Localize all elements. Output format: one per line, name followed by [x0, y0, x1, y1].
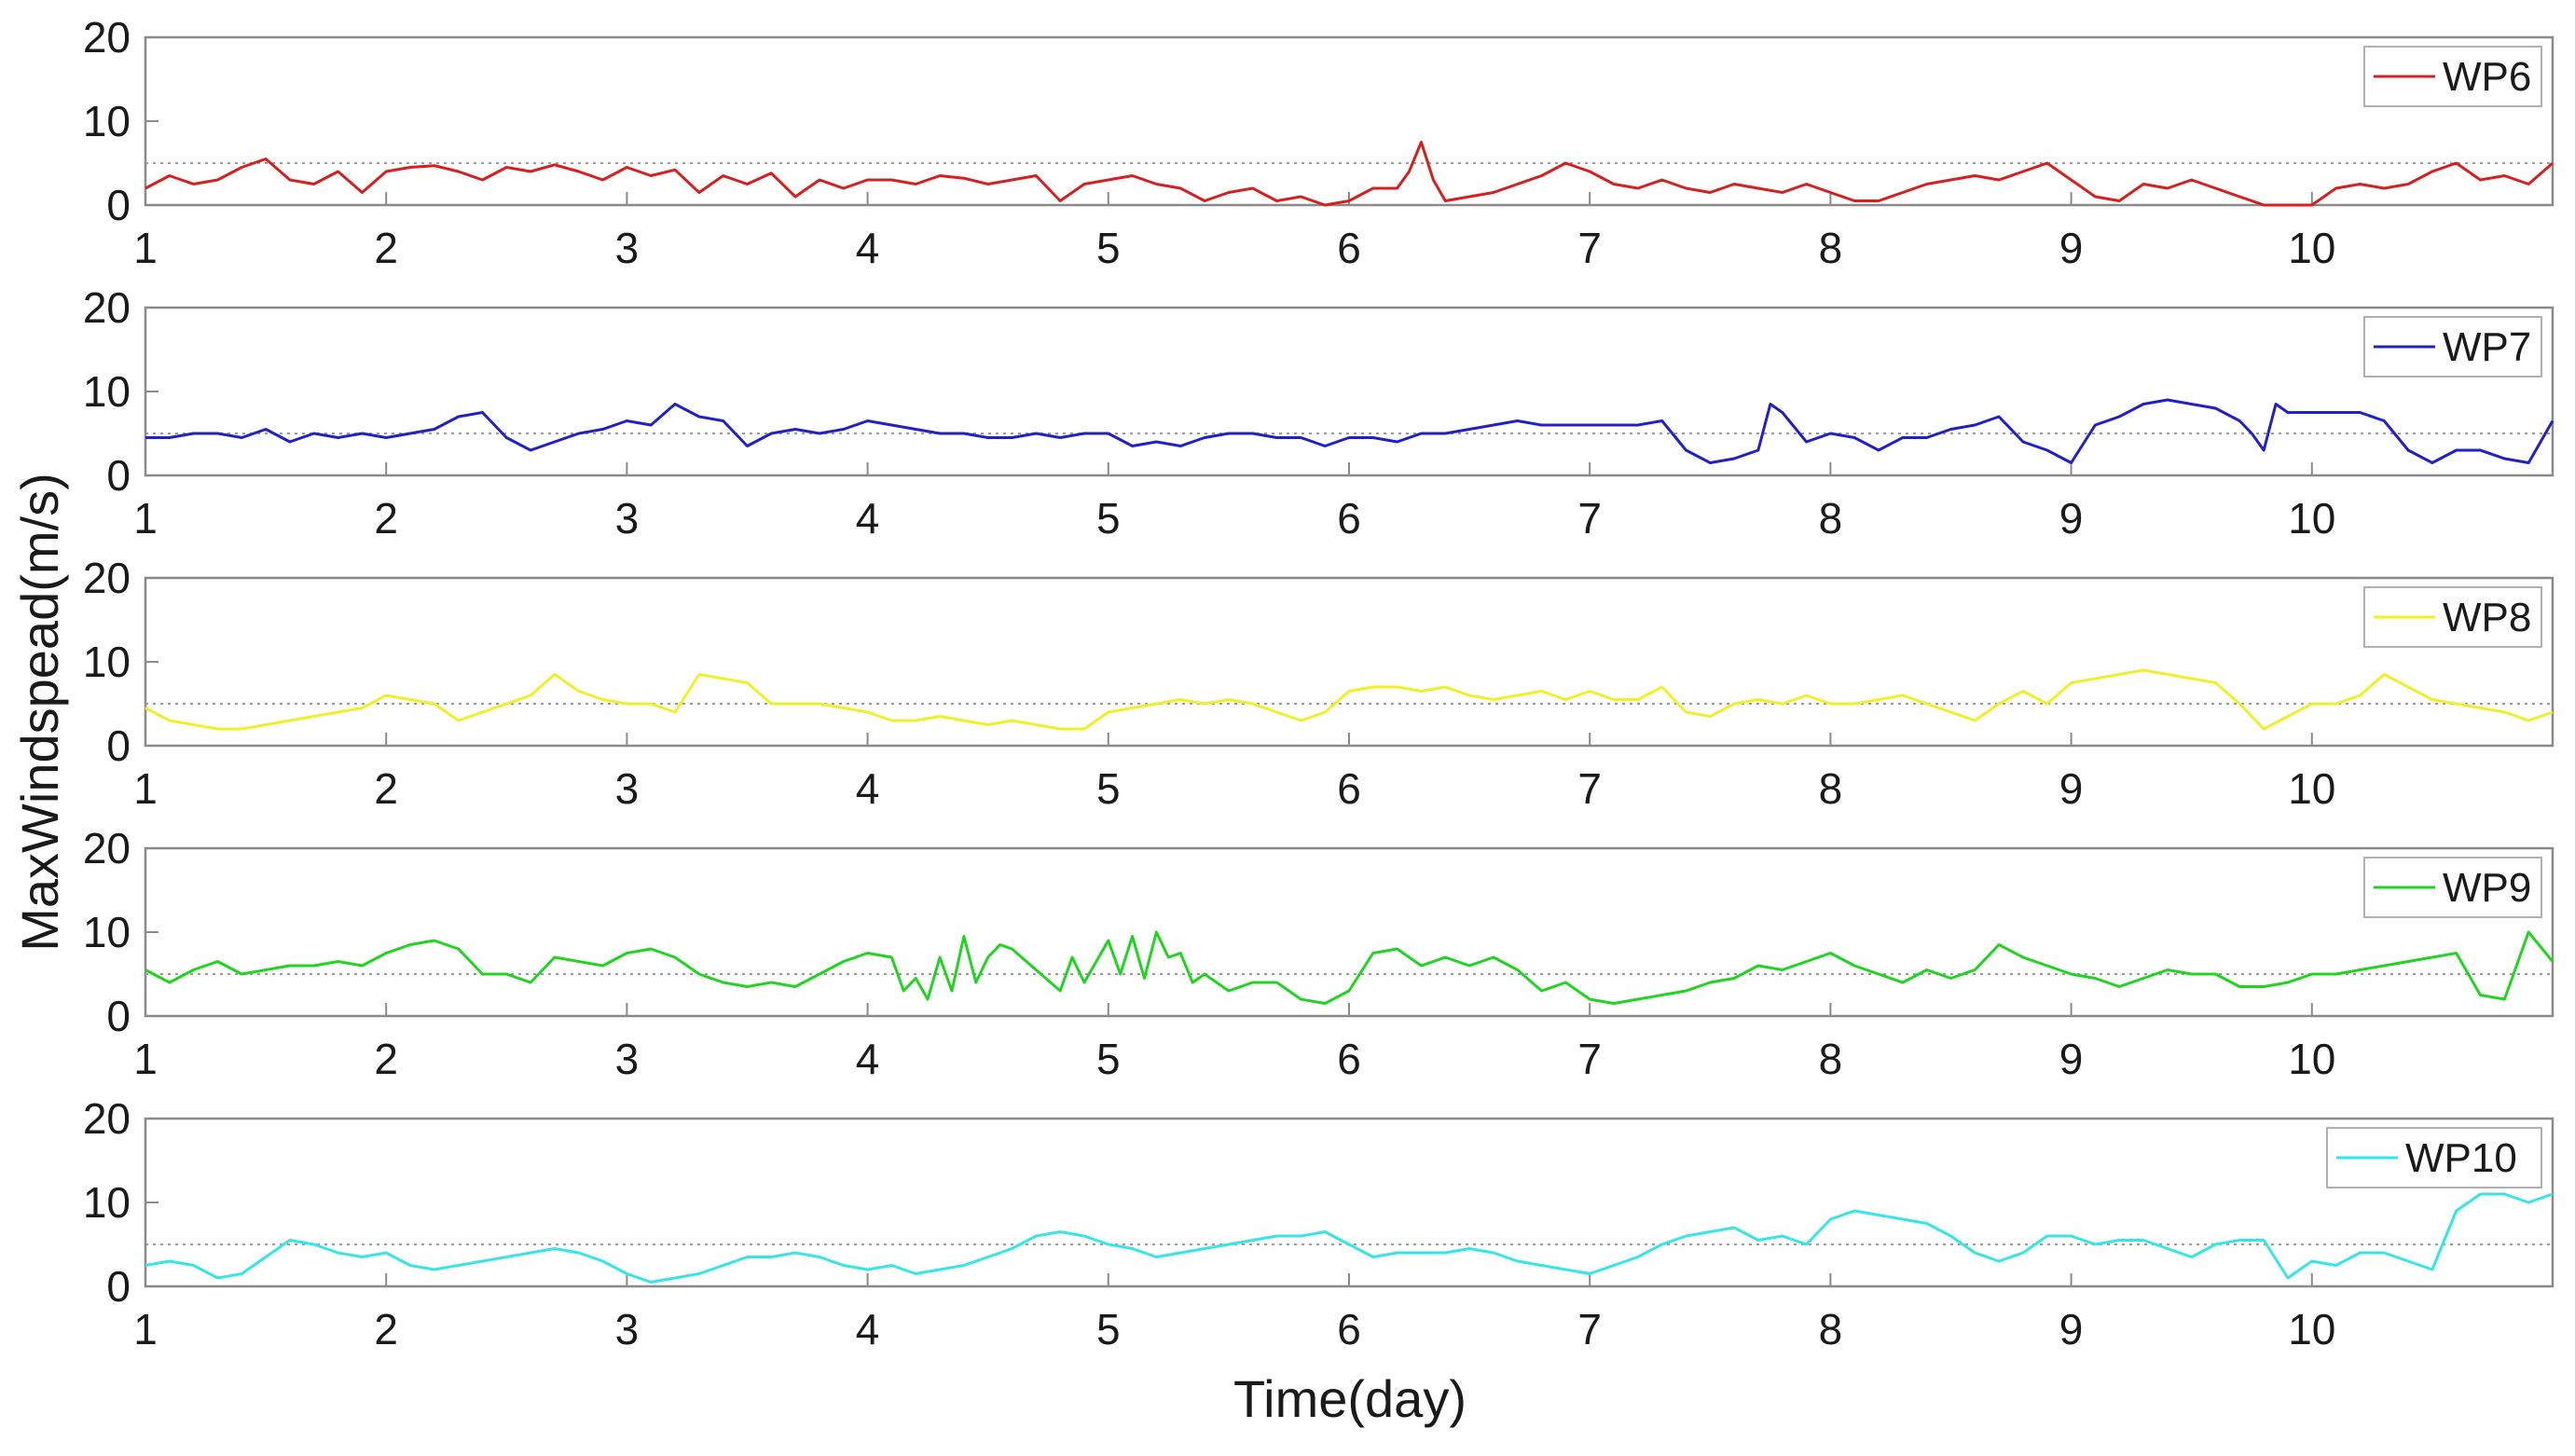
x-tick-label: 1 — [133, 1035, 158, 1083]
y-tick-label: 20 — [83, 13, 131, 62]
axes-box-wp7 — [144, 306, 2554, 477]
x-tick-label: 5 — [1096, 494, 1121, 543]
x-tick-label: 3 — [615, 1305, 640, 1353]
x-tick-label: 8 — [1819, 1035, 1843, 1083]
x-tick-label: 6 — [1337, 224, 1361, 272]
x-tick-label: 10 — [2288, 1305, 2335, 1353]
axes-box-wp6 — [144, 35, 2554, 207]
y-tick-label: 0 — [106, 992, 131, 1040]
y-tick-label: 0 — [106, 721, 131, 770]
x-tick-label: 9 — [2059, 764, 2084, 813]
x-tick-label: 9 — [2059, 1305, 2084, 1353]
x-tick-label: 6 — [1337, 1305, 1361, 1353]
x-tick-label: 10 — [2288, 494, 2335, 543]
legend-wp6: WP6 — [2363, 46, 2542, 107]
x-tick-label: 2 — [374, 1035, 398, 1083]
x-tick-label: 5 — [1096, 1305, 1121, 1353]
legend-wp8: WP8 — [2363, 586, 2542, 648]
axes-box-wp9 — [144, 846, 2554, 1018]
legend-label: WP7 — [2443, 324, 2531, 370]
x-tick-label: 8 — [1819, 764, 1843, 813]
series-line-wp6 — [145, 141, 2554, 207]
y-tick-label: 10 — [83, 1178, 131, 1227]
x-tick-label: 3 — [615, 1035, 640, 1083]
x-tick-label: 1 — [133, 224, 158, 272]
x-tick-label: 6 — [1337, 494, 1361, 543]
x-tick-label: 5 — [1096, 764, 1121, 813]
x-tick-label: 7 — [1577, 1035, 1602, 1083]
y-tick-label: 10 — [83, 367, 131, 416]
x-tick-label: 1 — [133, 1305, 158, 1353]
y-tick-label: 10 — [83, 638, 131, 686]
x-tick-label: 7 — [1577, 764, 1602, 813]
x-tick-label: 8 — [1819, 224, 1843, 272]
panel-wp8: 0 10 20 1 2 3 4 5 6 7 8 9 10 WP8 — [83, 554, 2554, 813]
legend-wp10: WP10 — [2326, 1127, 2542, 1188]
panel-wp9: 0 10 20 1 2 3 4 5 6 7 8 9 10 WP9 — [83, 824, 2554, 1083]
legend-label: WP9 — [2443, 865, 2531, 911]
y-tick-label: 20 — [83, 283, 131, 332]
series-line-wp10 — [145, 1192, 2554, 1284]
x-tick-label: 2 — [374, 764, 398, 813]
x-axis-title: Time(day) — [1233, 1369, 1467, 1428]
x-tick-label: 3 — [615, 764, 640, 813]
x-tick-label: 5 — [1096, 1035, 1121, 1083]
x-tick-label: 3 — [615, 494, 640, 543]
x-tick-label: 5 — [1096, 224, 1121, 272]
x-tick-label: 6 — [1337, 764, 1361, 813]
y-axis-title: MaxWindspead(m/s) — [10, 473, 69, 951]
legend-label: WP6 — [2443, 54, 2531, 100]
x-tick-label: 8 — [1819, 494, 1843, 543]
x-tick-label: 9 — [2059, 1035, 2084, 1083]
x-tick-label: 1 — [133, 494, 158, 543]
legend-box — [2363, 586, 2542, 648]
x-tick-label: 3 — [615, 224, 640, 272]
x-tick-label: 8 — [1819, 1305, 1843, 1353]
y-tick-label: 20 — [83, 554, 131, 602]
x-tick-label: 1 — [133, 764, 158, 813]
panel-wp10: 0 10 20 1 2 3 4 5 6 7 8 9 10 WP10 — [83, 1094, 2554, 1353]
x-tick-label: 7 — [1577, 494, 1602, 543]
series-line-wp7 — [145, 398, 2554, 464]
axes-box-wp10 — [144, 1117, 2554, 1288]
x-tick-label: 6 — [1337, 1035, 1361, 1083]
x-tick-label: 9 — [2059, 494, 2084, 543]
legend-wp7: WP7 — [2363, 316, 2542, 378]
y-tick-label: 10 — [83, 908, 131, 956]
x-tick-label: 4 — [856, 224, 880, 272]
series-line-wp9 — [145, 930, 2554, 1005]
x-tick-label: 2 — [374, 224, 398, 272]
x-tick-label: 4 — [856, 1305, 880, 1353]
x-tick-label: 7 — [1577, 1305, 1602, 1353]
y-tick-label: 0 — [106, 1262, 131, 1311]
x-tick-label: 4 — [856, 764, 880, 813]
x-tick-label: 9 — [2059, 224, 2084, 272]
y-tick-label: 20 — [83, 1094, 131, 1143]
x-tick-label: 2 — [374, 1305, 398, 1353]
panel-wp7: 0 10 20 1 2 3 4 5 6 7 8 9 10 WP7 — [83, 283, 2554, 543]
x-tick-label: 7 — [1577, 224, 1602, 272]
x-tick-label: 4 — [856, 494, 880, 543]
legend-label: WP8 — [2443, 595, 2531, 640]
legend-wp9: WP9 — [2363, 857, 2542, 918]
y-tick-label: 0 — [106, 451, 131, 500]
legend-label: WP10 — [2405, 1135, 2517, 1181]
series-line-wp8 — [145, 668, 2554, 731]
y-tick-label: 0 — [106, 181, 131, 229]
y-tick-label: 20 — [83, 824, 131, 872]
axes-box-wp8 — [144, 576, 2554, 748]
x-tick-label: 10 — [2288, 224, 2335, 272]
x-tick-label: 4 — [856, 1035, 880, 1083]
x-tick-label: 10 — [2288, 764, 2335, 813]
y-tick-label: 10 — [83, 97, 131, 145]
panel-wp6: 0 10 20 1 2 3 4 5 6 7 8 9 10 WP6 — [83, 13, 2554, 272]
x-tick-label: 2 — [374, 494, 398, 543]
x-tick-label: 10 — [2288, 1035, 2335, 1083]
